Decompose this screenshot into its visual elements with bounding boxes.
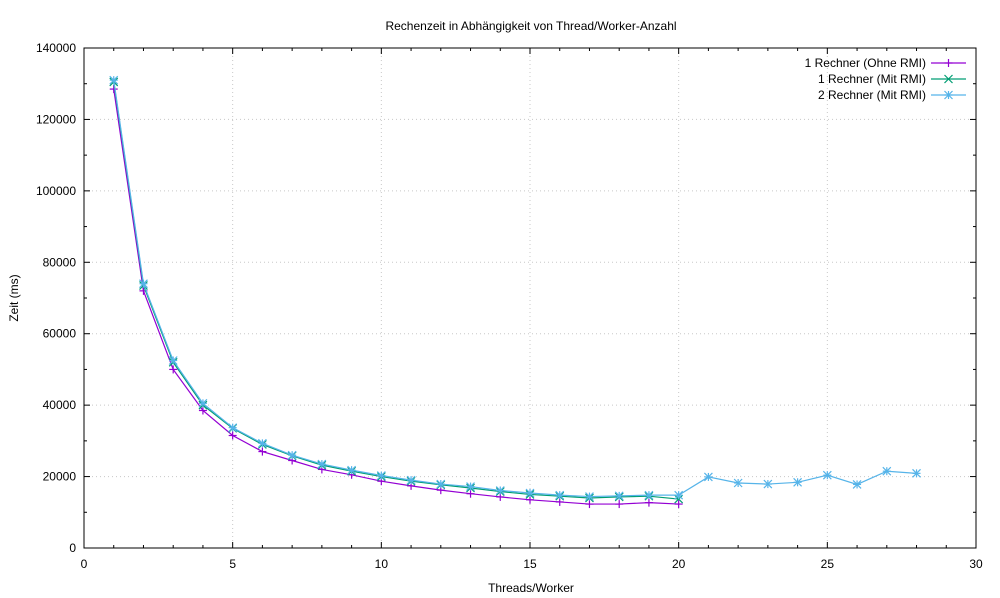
- data-point: [733, 478, 743, 488]
- data-point: [109, 85, 118, 94]
- data-point: [168, 356, 178, 365]
- data-point: [614, 491, 624, 501]
- legend-label: 2 Rechner (Mit RMI): [818, 88, 926, 102]
- grid-layer: [84, 48, 976, 548]
- x-tick-label: 25: [821, 557, 835, 571]
- legend-label: 1 Rechner (Mit RMI): [818, 72, 926, 86]
- legend: 1 Rechner (Ohne RMI) 1 Rechner (Mit RMI) 2…: [805, 56, 966, 102]
- series-3: [109, 75, 921, 501]
- y-tick-label: 0: [69, 541, 76, 555]
- axis-ticks: 0 5 10 15 20 25 30 0 20000 40000 60000 80000 100000 1…: [36, 41, 983, 571]
- data-point: [436, 479, 446, 489]
- data-point: [139, 279, 148, 289]
- legend-marker: [944, 59, 953, 67]
- y-tick-label: 140000: [36, 41, 76, 55]
- data-point: [644, 498, 653, 507]
- x-axis-label: Threads/Worker: [488, 581, 574, 595]
- x-tick-label: 15: [523, 557, 537, 571]
- x-tick-label: 0: [81, 557, 88, 571]
- data-point: [198, 406, 207, 415]
- series-1: [109, 85, 683, 509]
- series-line: [113, 80, 917, 498]
- data-point: [585, 500, 594, 509]
- series-line: [113, 88, 679, 505]
- data-point: [555, 490, 565, 500]
- data-point: [495, 486, 505, 495]
- legend-item-2: 1 Rechner (Mit RMI): [818, 72, 966, 86]
- data-point: [109, 75, 119, 85]
- data-point: [228, 423, 238, 433]
- data-point: [793, 477, 803, 487]
- legend-marker: [944, 74, 953, 84]
- data-point: [228, 431, 237, 440]
- data-point: [466, 482, 475, 491]
- legend-label: 1 Rechner (Ohne RMI): [805, 56, 926, 70]
- data-point: [257, 438, 267, 448]
- y-axis-label: Zeit (ms): [7, 274, 21, 321]
- legend-item-1: 1 Rechner (Ohne RMI): [805, 56, 966, 70]
- data-point: [525, 488, 535, 498]
- data-point: [198, 398, 208, 408]
- series-2: [109, 77, 684, 504]
- legend-marker: [944, 90, 953, 100]
- data-point: [466, 489, 475, 498]
- data-point: [376, 471, 386, 480]
- data-point: [852, 480, 862, 489]
- data-point: [674, 500, 683, 509]
- data-point: [644, 490, 654, 500]
- series-line: [113, 81, 679, 500]
- x-tick-label: 20: [672, 557, 686, 571]
- data-point: [703, 472, 713, 482]
- data-point: [674, 490, 684, 500]
- y-tick-label: 60000: [43, 327, 77, 341]
- data-point: [169, 365, 178, 374]
- data-point: [763, 479, 773, 489]
- x-tick-label: 10: [375, 557, 389, 571]
- x-tick-label: 30: [969, 557, 983, 571]
- legend-item-3: 2 Rechner (Mit RMI): [818, 88, 966, 102]
- data-point: [615, 500, 624, 509]
- data-point: [555, 497, 564, 506]
- data-point: [526, 495, 534, 504]
- data-point: [347, 465, 357, 475]
- y-tick-label: 20000: [43, 470, 77, 484]
- data-point: [585, 492, 594, 501]
- data-point: [258, 447, 267, 456]
- data-point: [822, 470, 832, 480]
- y-tick-label: 40000: [43, 398, 77, 412]
- data-point: [882, 466, 892, 476]
- data-point: [912, 468, 921, 478]
- y-tick-label: 80000: [43, 255, 77, 269]
- data-point: [317, 459, 327, 469]
- y-tick-label: 120000: [36, 112, 76, 126]
- y-tick-label: 100000: [36, 184, 76, 198]
- data-point: [406, 475, 416, 485]
- chart-title: Rechenzeit in Abhängigkeit von Thread/Wo…: [385, 19, 676, 33]
- series-layer: [109, 75, 921, 509]
- x-tick-label: 5: [229, 557, 236, 571]
- data-point: [287, 450, 297, 460]
